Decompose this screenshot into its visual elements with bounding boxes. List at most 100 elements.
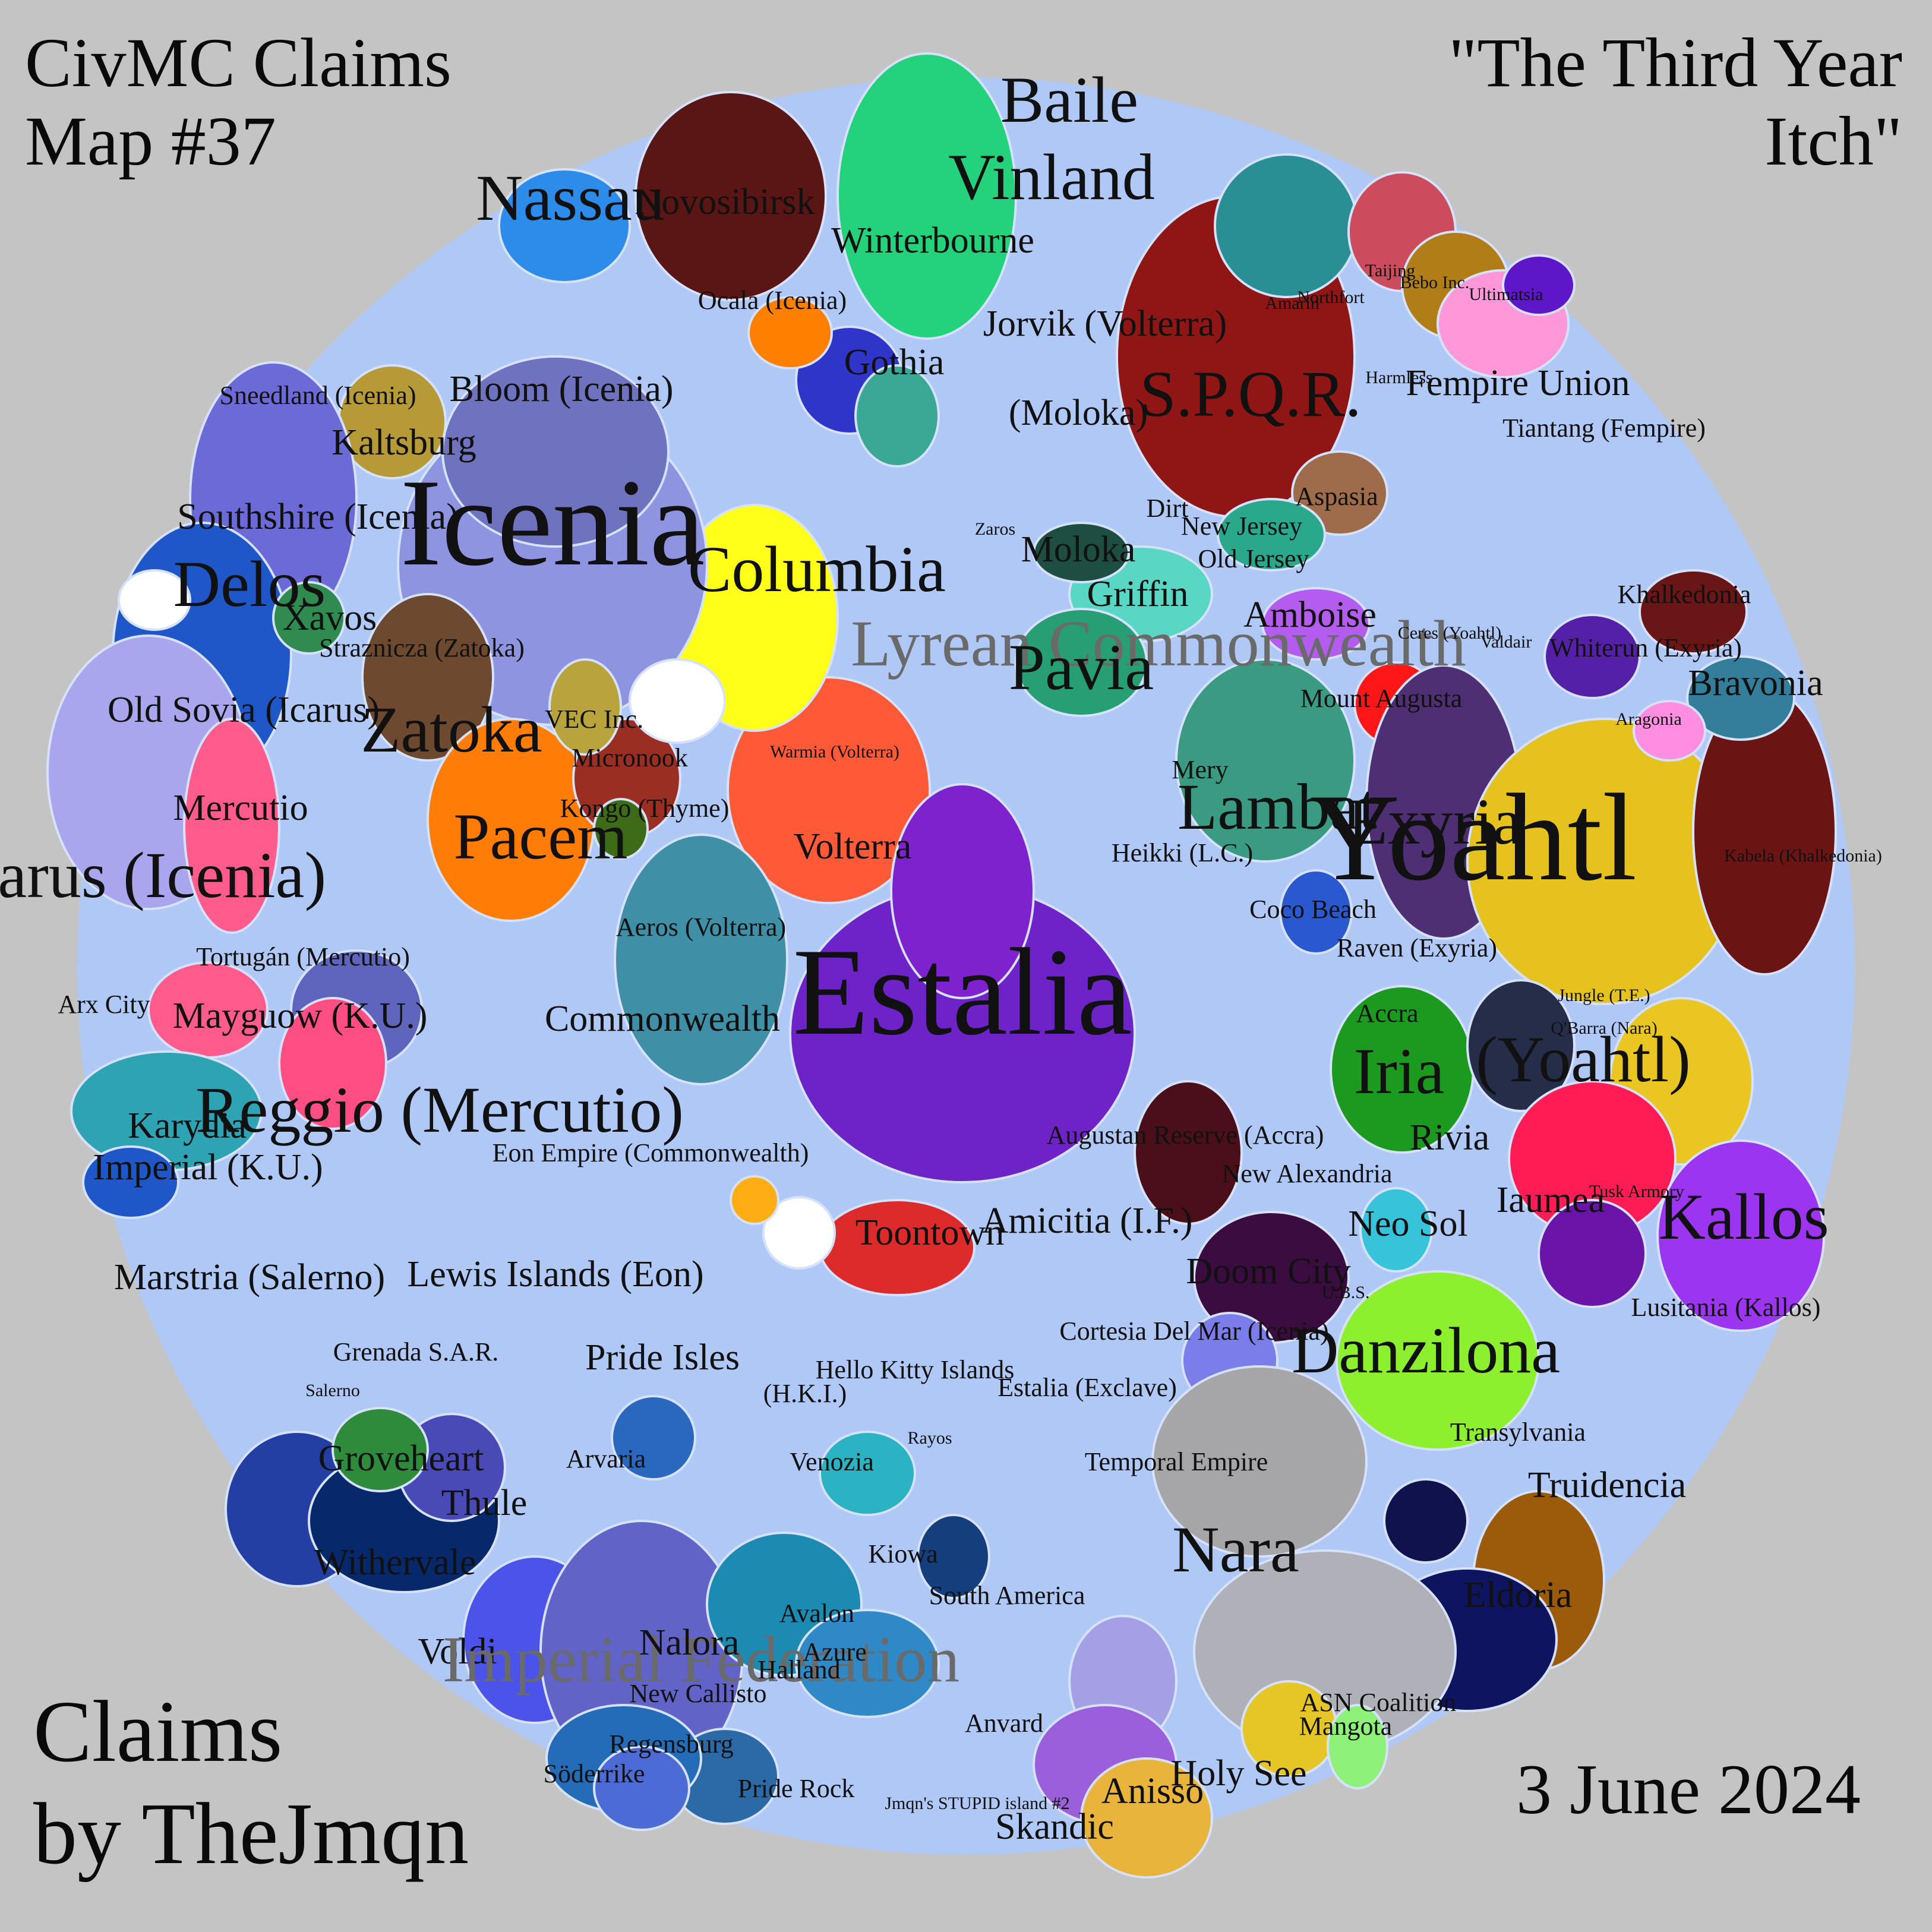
claim-region <box>762 1196 836 1270</box>
label-volterra: Volterra <box>794 826 912 867</box>
label-skandic: Skandic <box>995 1807 1114 1847</box>
label-bloom-icenia: Bloom (Icenia) <box>449 369 673 409</box>
label-anvard: Anvard <box>965 1709 1043 1738</box>
label-south-america: South America <box>929 1581 1085 1610</box>
label-warmia-volterra: Warmia (Volterra) <box>770 742 899 762</box>
label-ocala-icenia: Ocala (Icenia) <box>698 286 847 315</box>
label-old-sovia-icarus: Old Sovia (Icarus) <box>108 690 380 730</box>
claim-region <box>1214 153 1359 298</box>
label-winterbourne: Winterbourne <box>831 220 1034 261</box>
label-augustan-reserve-accra: Augustan Reserve (Accra) <box>1047 1120 1324 1150</box>
label-tusk-armory: Tusk Armory <box>1589 1182 1684 1201</box>
claim-region <box>1359 1187 1433 1273</box>
claim-region <box>118 569 191 631</box>
label-pacem: Pacem <box>453 800 627 873</box>
label-imperial-federation: Imperial Federation <box>443 1623 960 1696</box>
label-vec-inc: VEC Inc. <box>545 705 643 734</box>
label-icarus-icenia: Icarus (Icenia) <box>0 839 326 911</box>
label-cortesia-del-mar-icenia: Cortesia Del Mar (Icenia) <box>1059 1317 1328 1346</box>
claim-region <box>441 355 670 548</box>
label-northfort: Northfort <box>1297 288 1365 307</box>
label-anisso: Anisso <box>1101 1771 1204 1811</box>
label-straznicza-zatoka: Straznicza (Zatoka) <box>319 633 525 662</box>
label-rivia: Rivia <box>1410 1117 1489 1158</box>
label-accra: Accra <box>1356 999 1418 1028</box>
claim-region <box>634 91 827 301</box>
label-commonwealth: Commonwealth <box>545 999 780 1039</box>
map-date: 3 June 2024 <box>1516 1750 1861 1829</box>
claim-region <box>1633 700 1706 762</box>
claim-region <box>730 1175 779 1225</box>
label-mount-augusta: Mount Augusta <box>1300 684 1463 713</box>
claim-region <box>1656 1139 1825 1332</box>
label-old-jersey: Old Jersey <box>1198 544 1309 573</box>
label-yoahtl: (Yoahtl) <box>1476 1023 1691 1096</box>
claim-region <box>747 296 833 370</box>
map-title-line-2: Map #37 <box>25 102 276 181</box>
map-credit-line-1: Claims <box>33 1683 283 1781</box>
nation-regions <box>46 52 1837 1879</box>
label-estalia: Estalia <box>793 923 1132 1061</box>
label-zatoka: Zatoka <box>361 693 542 766</box>
label-estalia-exclave: Estalia (Exclave) <box>997 1373 1177 1402</box>
label-valdair: Valdair <box>1480 632 1532 652</box>
claim-region <box>1033 522 1130 583</box>
claim-region <box>332 1407 429 1492</box>
claim-region <box>1217 498 1326 572</box>
label-novosibirsk: Novosibirsk <box>634 182 815 222</box>
label-arx-city: Arx City <box>58 990 150 1019</box>
label-tortug-n-mercutio: Tortugán (Mercutio) <box>196 942 410 971</box>
label-regensburg: Regensburg <box>609 1729 733 1759</box>
claim-region <box>1502 254 1576 316</box>
label-bebo-inc: Bebo Inc. <box>1400 273 1470 292</box>
claim-region <box>917 1514 990 1599</box>
label-exyria: Exyria <box>1347 785 1521 858</box>
claim-region <box>819 1431 916 1516</box>
label-aspasia: Aspasia <box>1295 482 1378 511</box>
label-kiowa: Kiowa <box>868 1539 937 1568</box>
label-voldi: Voldi <box>418 1631 497 1672</box>
label-new-alexandria: New Alexandria <box>1221 1159 1392 1188</box>
label-neo-sol: Neo Sol <box>1348 1204 1468 1244</box>
label-kallos: Kallos <box>1658 1180 1829 1253</box>
label-transylvania: Transylvania <box>1450 1418 1586 1447</box>
claim-region <box>1080 1757 1213 1879</box>
label-arvaria: Arvaria <box>566 1444 646 1473</box>
label-taijing: Taijing <box>1365 261 1416 280</box>
claim-region <box>593 1745 690 1831</box>
map-subtitle-line-1: "The Third Year <box>1448 24 1902 102</box>
claim-region <box>854 364 940 468</box>
claim-region <box>795 1609 940 1718</box>
label-fempire-union: Fempire Union <box>1406 363 1630 403</box>
label-temporal-empire: Temporal Empire <box>1085 1447 1268 1476</box>
label-mayguow-k-u: Mayguow (K.U.) <box>173 996 428 1036</box>
claim-region <box>361 593 494 762</box>
label-amarin: Amarin <box>1265 293 1319 313</box>
label-coco-beach: Coco Beach <box>1249 895 1377 924</box>
label-pavia: Pavia <box>1009 631 1154 703</box>
label-whiterun-exyria: Whiterun (Exyria) <box>1549 633 1742 662</box>
map-subtitle: "The Third Year Itch" <box>1448 24 1902 181</box>
label-nara: Nara <box>1172 1513 1299 1586</box>
label-pride-rock: Pride Rock <box>738 1774 855 1803</box>
label-griffin: Griffin <box>1087 574 1188 614</box>
claim-region <box>836 52 1017 340</box>
label-s-derrike: Söderrike <box>543 1759 645 1788</box>
claim-region <box>1015 608 1148 717</box>
claim-region <box>1327 1704 1388 1789</box>
label-nassau: Nassau <box>476 162 665 234</box>
claim-region <box>1134 1080 1243 1225</box>
label-groveheart: Groveheart <box>318 1438 484 1479</box>
label-karydia: Karydia <box>128 1106 247 1146</box>
claim-region <box>1175 658 1356 863</box>
label-azure: Azure <box>803 1637 867 1666</box>
claim-region <box>1261 587 1371 661</box>
claim-region <box>1336 1270 1540 1451</box>
label-heikki-l-c: Heikki (L.C.) <box>1112 838 1253 867</box>
label-rayos: Rayos <box>908 1428 952 1448</box>
label-kongo-thyme: Kongo (Thyme) <box>560 794 730 823</box>
label-jmqn-s-stupid-island-2: Jmqn's STUPID island #2 <box>885 1794 1069 1813</box>
label-jungle-t-e: Jungle (T.E.) <box>1558 986 1650 1005</box>
label-amboise: Amboise <box>1243 595 1377 635</box>
